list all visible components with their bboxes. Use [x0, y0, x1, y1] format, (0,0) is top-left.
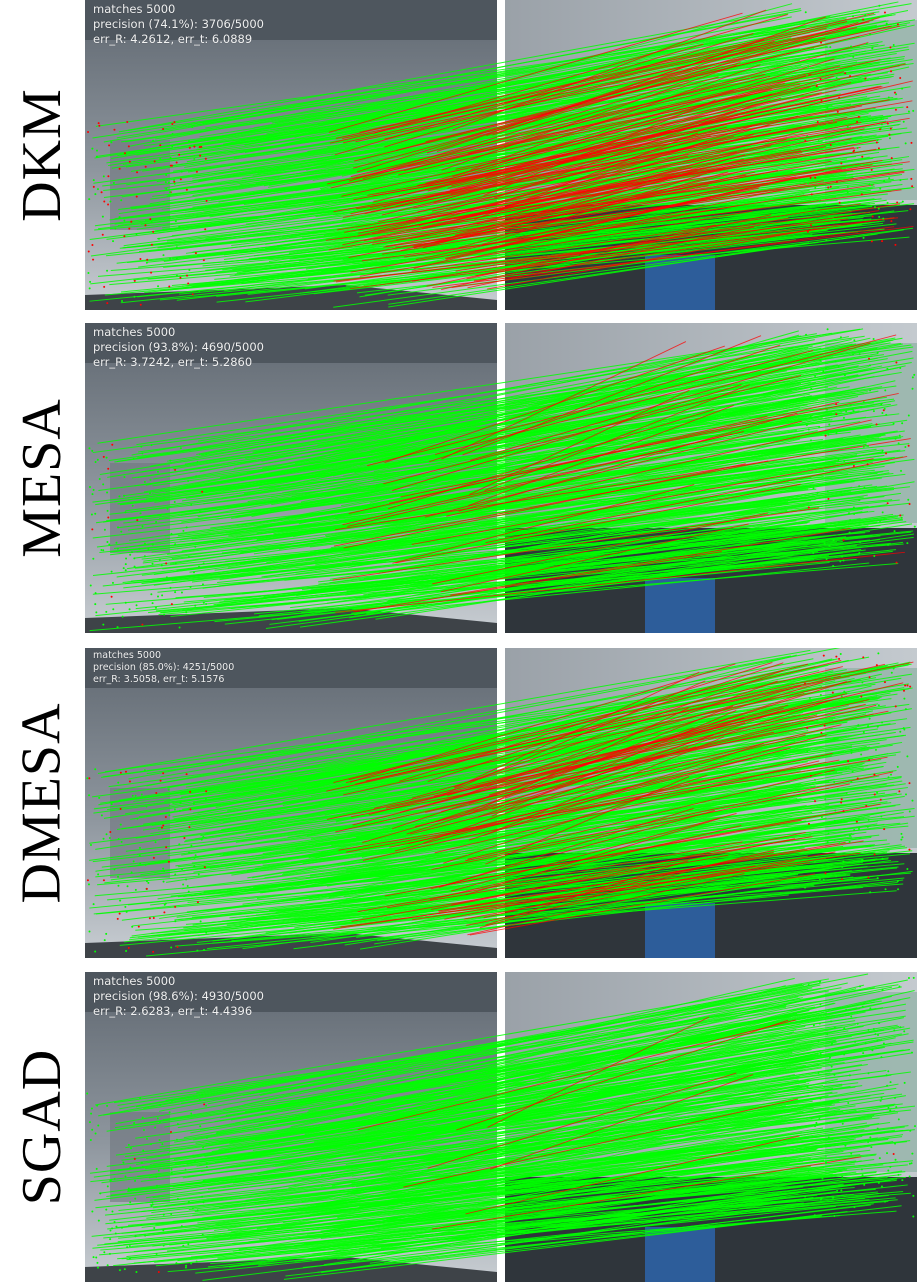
outlier-lines	[325, 9, 914, 290]
stats-overlay: matches 5000 precision (74.1%): 3706/500…	[93, 2, 264, 47]
keypoints	[86, 976, 916, 1274]
stats-overlay: matches 5000 precision (85.0%): 4251/500…	[93, 650, 234, 686]
row-label-4: SGAD	[0, 972, 84, 1282]
method-label: MESA	[11, 398, 73, 558]
match-visualization	[85, 323, 917, 633]
match-visualization	[85, 0, 917, 310]
method-label: DKM	[11, 88, 73, 222]
outlier-lines	[332, 334, 911, 613]
row-label-1: DKM	[0, 0, 84, 310]
outlier-lines	[357, 1016, 862, 1230]
method-label: SGAD	[11, 1048, 73, 1206]
match-visualization	[85, 648, 917, 958]
precision-text: precision (74.1%): 3706/5000	[93, 17, 264, 31]
keypoints	[86, 652, 914, 953]
outlier-lines	[326, 659, 914, 936]
row-label-2: MESA	[0, 323, 84, 633]
precision-text: precision (93.8%): 4690/5000	[93, 340, 264, 354]
match-panel: matches 5000 precision (93.8%): 4690/500…	[85, 323, 917, 633]
precision-text: precision (98.6%): 4930/5000	[93, 989, 264, 1003]
stats-overlay: matches 5000 precision (93.8%): 4690/500…	[93, 325, 264, 370]
error-text: err_R: 4.2612, err_t: 6.0889	[93, 32, 253, 46]
match-panel: matches 5000 precision (74.1%): 3706/500…	[85, 0, 917, 310]
matches-text: matches 5000	[93, 2, 176, 16]
keypoints	[87, 4, 915, 306]
match-lines	[89, 973, 916, 1281]
precision-text: precision (85.0%): 4251/5000	[93, 662, 235, 673]
error-text: err_R: 3.7242, err_t: 5.2860	[93, 355, 253, 369]
match-lines	[89, 328, 915, 632]
method-label: DMESA	[11, 702, 73, 904]
error-text: err_R: 2.6283, err_t: 4.4396	[93, 1004, 253, 1018]
matches-text: matches 5000	[93, 325, 176, 339]
matches-text: matches 5000	[93, 650, 162, 661]
match-panel: matches 5000 precision (98.6%): 4930/500…	[85, 972, 917, 1282]
match-visualization	[85, 972, 917, 1282]
error-text: err_R: 3.5058, err_t: 5.1576	[93, 674, 225, 685]
stats-overlay: matches 5000 precision (98.6%): 4930/500…	[93, 974, 264, 1019]
match-panel: matches 5000 precision (85.0%): 4251/500…	[85, 648, 917, 958]
row-label-3: DMESA	[0, 648, 84, 958]
keypoints	[88, 328, 916, 629]
matches-text: matches 5000	[93, 974, 176, 988]
